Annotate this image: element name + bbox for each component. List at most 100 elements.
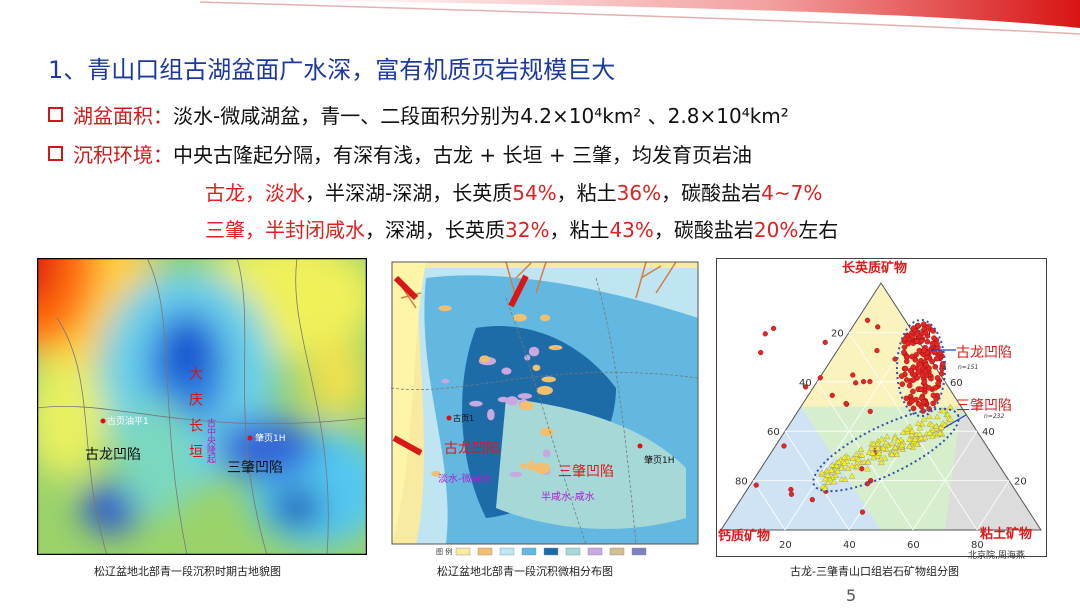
swoosh-line	[199, 1, 1080, 35]
tick-label: 80	[971, 540, 984, 551]
bullet: 湖盆面积：淡水-微咸湖盆，青一、二段面积分别为4.2×10⁴km² 、2.8×1…	[48, 100, 789, 129]
sand-body	[501, 367, 512, 375]
detail-segment: 36%	[616, 181, 662, 205]
sample-point	[905, 340, 912, 347]
apex-label: 粘土矿物	[979, 526, 1032, 542]
sand-body	[517, 393, 533, 400]
map-label: 三肇凹陷	[558, 464, 614, 480]
sample-point	[838, 464, 845, 471]
sample-point	[860, 379, 867, 385]
sand-body	[469, 400, 483, 407]
river	[505, 261, 547, 299]
sample-point	[901, 344, 908, 350]
sample-point	[855, 456, 862, 463]
sample-point	[824, 472, 832, 478]
sample-point	[938, 370, 945, 377]
triangle-outline	[720, 282, 1042, 531]
sample-point	[903, 426, 911, 432]
map-frame	[391, 261, 699, 545]
sample-point	[909, 398, 915, 405]
map-blob	[38, 259, 97, 348]
sample-point	[841, 460, 848, 466]
map-label: 半咸水-咸水	[541, 490, 595, 503]
contour-line	[147, 259, 188, 554]
sand-body	[532, 364, 541, 371]
sample-point	[818, 469, 826, 476]
sample-point	[925, 323, 932, 330]
contour-line	[236, 259, 268, 554]
tick-label: 40	[843, 540, 856, 551]
sample-point	[918, 386, 924, 393]
arrow	[508, 274, 529, 308]
sample-point	[910, 377, 917, 383]
sample-point	[834, 468, 842, 474]
arrow	[943, 414, 967, 429]
credit: 北京院,周海燕	[968, 551, 1025, 561]
sample-point	[937, 349, 943, 356]
sample-point	[932, 363, 939, 370]
sand-body	[441, 378, 450, 384]
sand-body	[479, 355, 490, 363]
well-marker	[637, 443, 643, 449]
sample-point	[926, 385, 932, 391]
map-blob	[169, 328, 205, 378]
sand-body	[542, 449, 551, 458]
sample-point	[906, 436, 913, 442]
sample-point	[753, 482, 759, 488]
sample-point	[901, 349, 907, 356]
sample-point	[893, 451, 900, 457]
apex-label: 长英质矿物	[842, 260, 907, 276]
sand-body	[519, 401, 534, 411]
sample-point	[920, 399, 927, 405]
sample-point	[758, 349, 764, 356]
map-label: 三肇凹陷	[227, 460, 283, 476]
map-blob	[38, 259, 57, 304]
sample-point	[898, 441, 906, 448]
detail-segment: ，粘土	[556, 181, 617, 205]
apex-label: 钙质矿物	[718, 528, 770, 544]
sample-point	[906, 443, 913, 449]
tick-label: 20	[1014, 477, 1027, 488]
grid-line	[784, 332, 914, 531]
tick-label: 60	[950, 378, 963, 389]
sample-point	[762, 331, 768, 337]
sample-point	[916, 361, 922, 367]
grid-line	[816, 381, 914, 531]
sample-point	[914, 331, 920, 337]
map-label: 古龙凹陷	[444, 441, 500, 457]
detail-segment: 4~7%	[761, 181, 823, 205]
sample-point	[930, 400, 936, 407]
sample-point	[822, 475, 829, 482]
detail-line: 三肇，半封闭咸水，深湖，长英质32%，粘土43%，碳酸盐岩20%左右	[205, 214, 838, 243]
sample-point	[931, 335, 937, 341]
sample-point	[929, 358, 935, 365]
detail-line: 古龙，淡水，半深湖-深湖，长英质54%，粘土36%，碳酸盐岩4~7%	[205, 177, 822, 206]
sample-point	[934, 375, 941, 381]
sand-body	[431, 470, 441, 477]
sample-point	[928, 421, 936, 428]
sample-point	[864, 465, 871, 472]
tick-label: 60	[907, 540, 920, 551]
bullet: 沉积环境：中央古隆起分隔，有深有浅，古龙 + 长垣 + 三肇，均发育页岩油	[48, 139, 752, 168]
well-marker	[100, 418, 106, 424]
sample-point	[853, 451, 860, 457]
legend-swatch	[499, 547, 515, 556]
ternary-diagram: 202020404040606060808080长英质矿物钙质矿物粘土矿物古龙凹…	[716, 258, 1047, 557]
legend-swatch	[609, 547, 625, 556]
sample-point	[870, 454, 877, 461]
tick-label: 40	[799, 378, 812, 389]
sample-point	[924, 338, 931, 345]
fault	[390, 371, 699, 391]
sample-point	[848, 472, 856, 479]
sample-point	[913, 338, 920, 345]
map-blob	[272, 490, 322, 526]
legend-title: 图 例	[436, 547, 452, 556]
sand-body	[527, 460, 536, 472]
sand-body	[512, 313, 527, 322]
sample-point	[934, 340, 940, 347]
sample-point	[910, 388, 916, 395]
bullet-text: 中央古隆起分隔，有深有浅，古龙 + 长垣 + 三肇，均发育页岩油	[173, 143, 752, 167]
sample-point	[865, 449, 873, 455]
sand-body	[438, 305, 452, 312]
